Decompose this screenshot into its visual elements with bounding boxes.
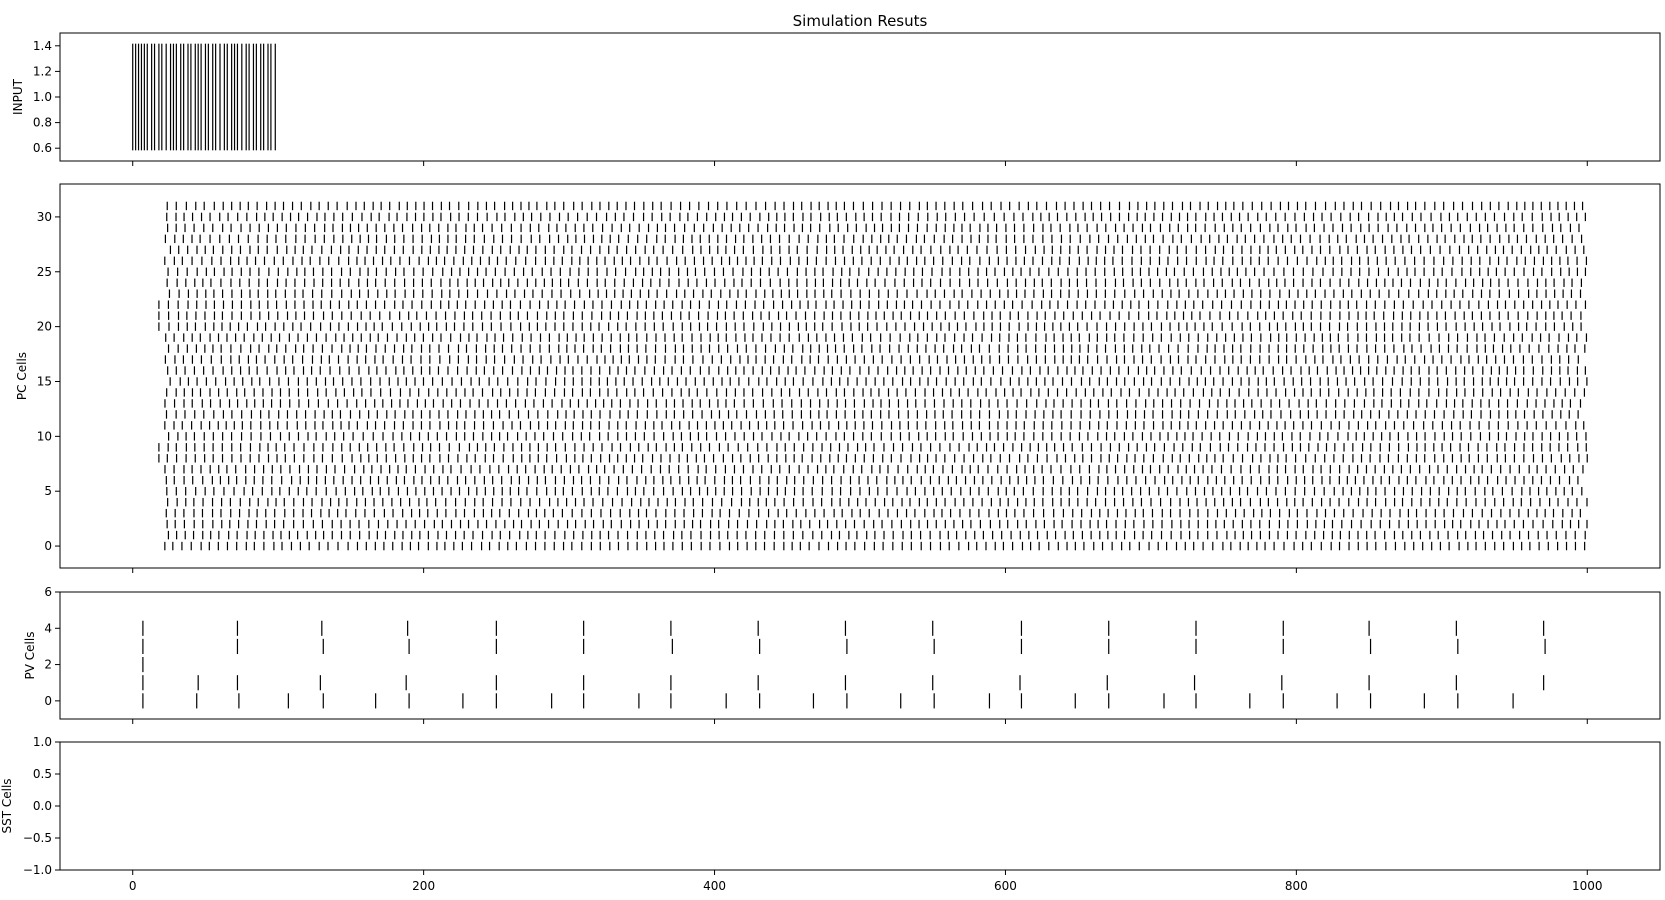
input-ytick-label: 1.0: [33, 90, 52, 104]
input-ytick-label: 1.2: [33, 64, 52, 78]
pc-ylabel: PC Cells: [15, 352, 29, 400]
figure-title: Simulation Resuts: [793, 12, 928, 30]
pc-ytick-label: 20: [37, 320, 52, 334]
input-ytick-label: 0.8: [33, 116, 52, 130]
pc-axes-frame: [59, 183, 1661, 569]
pc-raster-panel: 0 5 10 15 20 25 30 PC Cells: [15, 183, 1661, 573]
input-axes-frame: [59, 32, 1661, 162]
input-ylabel: INPUT: [11, 78, 25, 115]
input-ytick-label: 0.6: [33, 141, 52, 155]
pc-ytick-label: 25: [37, 265, 52, 279]
pc-ytick-label: 0: [44, 539, 52, 553]
input-raster-panel: 0.6 0.8 1.0 1.2 1.4 INPUT: [11, 32, 1661, 166]
pc-ytick-label: 10: [37, 429, 52, 443]
input-ytick-label: 1.4: [33, 39, 52, 53]
pc-ytick-label: 15: [37, 374, 52, 388]
pc-ytick-label: 5: [44, 484, 52, 498]
pc-ytick-label: 30: [37, 210, 52, 224]
